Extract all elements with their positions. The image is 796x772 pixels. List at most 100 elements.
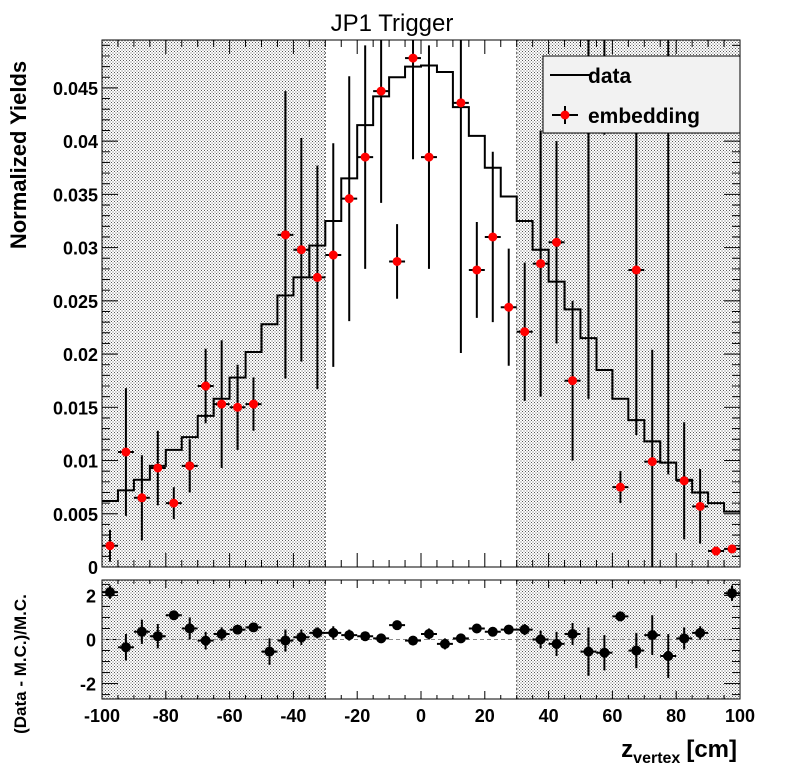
axis-ticks	[101, 580, 741, 699]
ratio-point	[229, 624, 246, 635]
legend: data embedding	[542, 55, 741, 134]
x-axis-label-unit: [cm]	[686, 736, 737, 763]
marker	[233, 402, 243, 412]
marker	[520, 327, 530, 337]
y-tick-label: 2	[86, 586, 96, 606]
marker	[487, 626, 498, 637]
marker	[344, 194, 354, 204]
marker	[312, 272, 322, 282]
marker	[184, 623, 195, 634]
ratio-point	[405, 635, 421, 646]
x-tick-label: 100	[725, 706, 755, 726]
ratio-point	[548, 631, 565, 657]
y-tick-label: 0.04	[63, 132, 98, 152]
ratio-point	[532, 630, 549, 649]
marker	[360, 631, 371, 642]
ratio-panel: -202 -100 -80 -60 -40 -20 0 20 40 60 80 100 (Data …	[11, 579, 755, 767]
top-panel: 0 0.005 0.01 0.015 0.02 0.025 0.03 0.035 0.04 0.0…	[6, 10, 741, 578]
marker	[695, 627, 706, 638]
embedding-point	[500, 248, 517, 366]
ratio-point	[452, 633, 469, 644]
x-tick-label: 60	[602, 706, 622, 726]
y-tick-label: 0	[86, 631, 96, 651]
marker	[504, 302, 514, 312]
marker	[376, 633, 387, 644]
embedding-point	[117, 388, 134, 516]
x-tick-label: -100	[84, 706, 120, 726]
marker	[599, 647, 610, 658]
marker	[152, 631, 163, 642]
ratio-points	[102, 585, 740, 679]
ratio-point	[676, 627, 693, 650]
ratio-point	[293, 629, 310, 646]
shaded-region	[102, 40, 326, 567]
embedding-point	[245, 377, 262, 431]
ratio-point	[516, 624, 533, 636]
marker	[536, 259, 546, 269]
y-tick-label: 0.045	[53, 79, 98, 99]
marker	[663, 651, 674, 662]
embedding-point	[468, 222, 485, 318]
marker	[200, 635, 211, 646]
marker	[376, 86, 386, 96]
marker	[153, 463, 163, 473]
ratio-y-axis-label: (Data - M.C.)/M.C.	[11, 594, 30, 734]
marker	[519, 624, 530, 635]
marker	[248, 622, 259, 633]
ratio-point	[213, 627, 230, 641]
embedding-point	[197, 348, 214, 424]
marker	[360, 152, 370, 162]
x-tick-label: 0	[416, 706, 426, 726]
ratio-point	[628, 632, 645, 669]
chart-title: JP1 Trigger	[331, 10, 454, 37]
marker	[312, 627, 323, 638]
embedding-point	[724, 544, 740, 554]
x-axis-label-main: z	[621, 736, 633, 763]
marker	[471, 623, 482, 634]
y-tick-label: 0.015	[53, 398, 98, 418]
ratio-point	[341, 629, 358, 641]
marker	[296, 245, 306, 255]
embedding-point	[692, 469, 709, 544]
marker	[264, 646, 275, 657]
marker	[217, 399, 227, 409]
x-tick-labels: -100 -80 -60 -40 -20 0 20 40 60 80 100	[84, 706, 755, 726]
embedding-point	[149, 430, 166, 506]
marker	[439, 638, 450, 649]
marker	[216, 628, 227, 639]
ratio-point	[149, 624, 166, 649]
marker	[455, 633, 466, 644]
marker	[137, 493, 147, 503]
embedding-point	[373, 40, 390, 203]
y-tick-label: 0.02	[63, 345, 98, 365]
marker	[551, 638, 562, 649]
marker	[583, 646, 594, 657]
ratio-point	[580, 627, 597, 676]
x-tick-label: -80	[153, 706, 179, 726]
embedding-point	[293, 137, 310, 362]
marker	[568, 376, 578, 386]
marker	[647, 457, 657, 467]
marker	[201, 381, 211, 391]
embedding-point	[628, 104, 645, 435]
marker	[631, 645, 642, 656]
ratio-point	[612, 611, 629, 622]
ratio-point	[261, 638, 278, 665]
marker	[344, 630, 355, 641]
marker	[488, 232, 498, 242]
legend-embedding-label: embedding	[588, 105, 700, 128]
marker	[121, 447, 131, 457]
marker	[120, 642, 131, 653]
marker	[727, 544, 737, 554]
y-tick-label: 0.03	[63, 239, 98, 259]
marker	[408, 635, 419, 646]
marker	[424, 152, 434, 162]
x-tick-label: 20	[475, 706, 495, 726]
marker	[392, 256, 402, 266]
ratio-point	[421, 628, 437, 640]
embedding-point	[165, 487, 182, 520]
marker	[423, 628, 434, 639]
marker	[503, 624, 514, 635]
embedding-point	[389, 224, 406, 299]
